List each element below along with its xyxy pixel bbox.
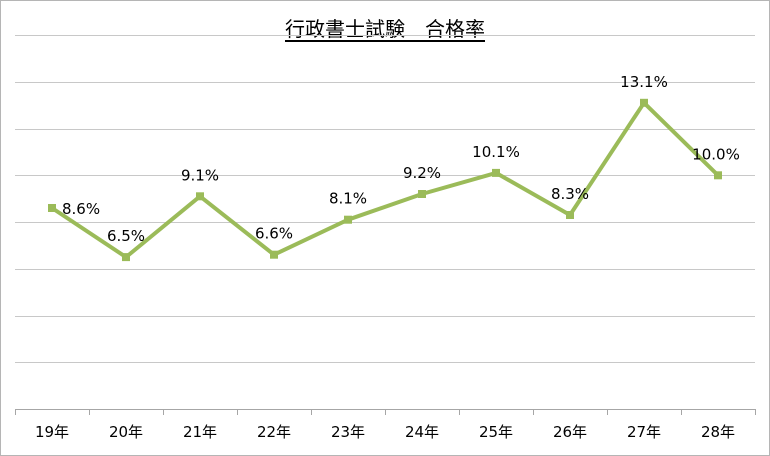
series-line	[50, 100, 720, 260]
data-point-marker	[640, 98, 648, 107]
x-tick-label: 20年	[109, 423, 143, 441]
data-point-marker	[48, 204, 56, 212]
data-label: 6.5%	[107, 227, 145, 245]
data-label: 13.1%	[620, 73, 668, 91]
data-label: 9.2%	[403, 164, 441, 182]
data-point-marker	[122, 253, 130, 262]
data-label: 8.6%	[62, 200, 100, 218]
x-tick-label: 28年	[701, 423, 735, 441]
data-point-marker	[714, 171, 722, 180]
data-point-marker	[196, 192, 204, 201]
data-label: 9.1%	[181, 166, 219, 184]
data-label: 8.1%	[329, 190, 367, 208]
x-tick-label: 27年	[627, 423, 661, 441]
chart-title-text: 行政書士試験 合格率	[285, 17, 485, 41]
x-tick-label: 26年	[553, 423, 587, 441]
x-tick-label: 24年	[405, 423, 439, 441]
data-label: 6.6%	[255, 225, 293, 243]
x-tick-label: 21年	[183, 423, 217, 441]
x-tick-label: 23年	[331, 423, 365, 441]
data-point-marker	[418, 190, 426, 198]
chart-title: 行政書士試験 合格率	[1, 13, 769, 42]
data-point-marker	[492, 168, 500, 177]
x-tick-label: 22年	[257, 423, 291, 441]
data-point-marker	[566, 211, 574, 219]
data-point-marker	[344, 215, 352, 224]
data-point-marker	[270, 250, 278, 259]
x-tick-label: 25年	[479, 423, 513, 441]
data-label: 10.0%	[692, 145, 740, 163]
data-label: 10.1%	[472, 143, 520, 161]
x-tick-label: 19年	[35, 423, 69, 441]
data-label: 8.3%	[551, 185, 589, 203]
